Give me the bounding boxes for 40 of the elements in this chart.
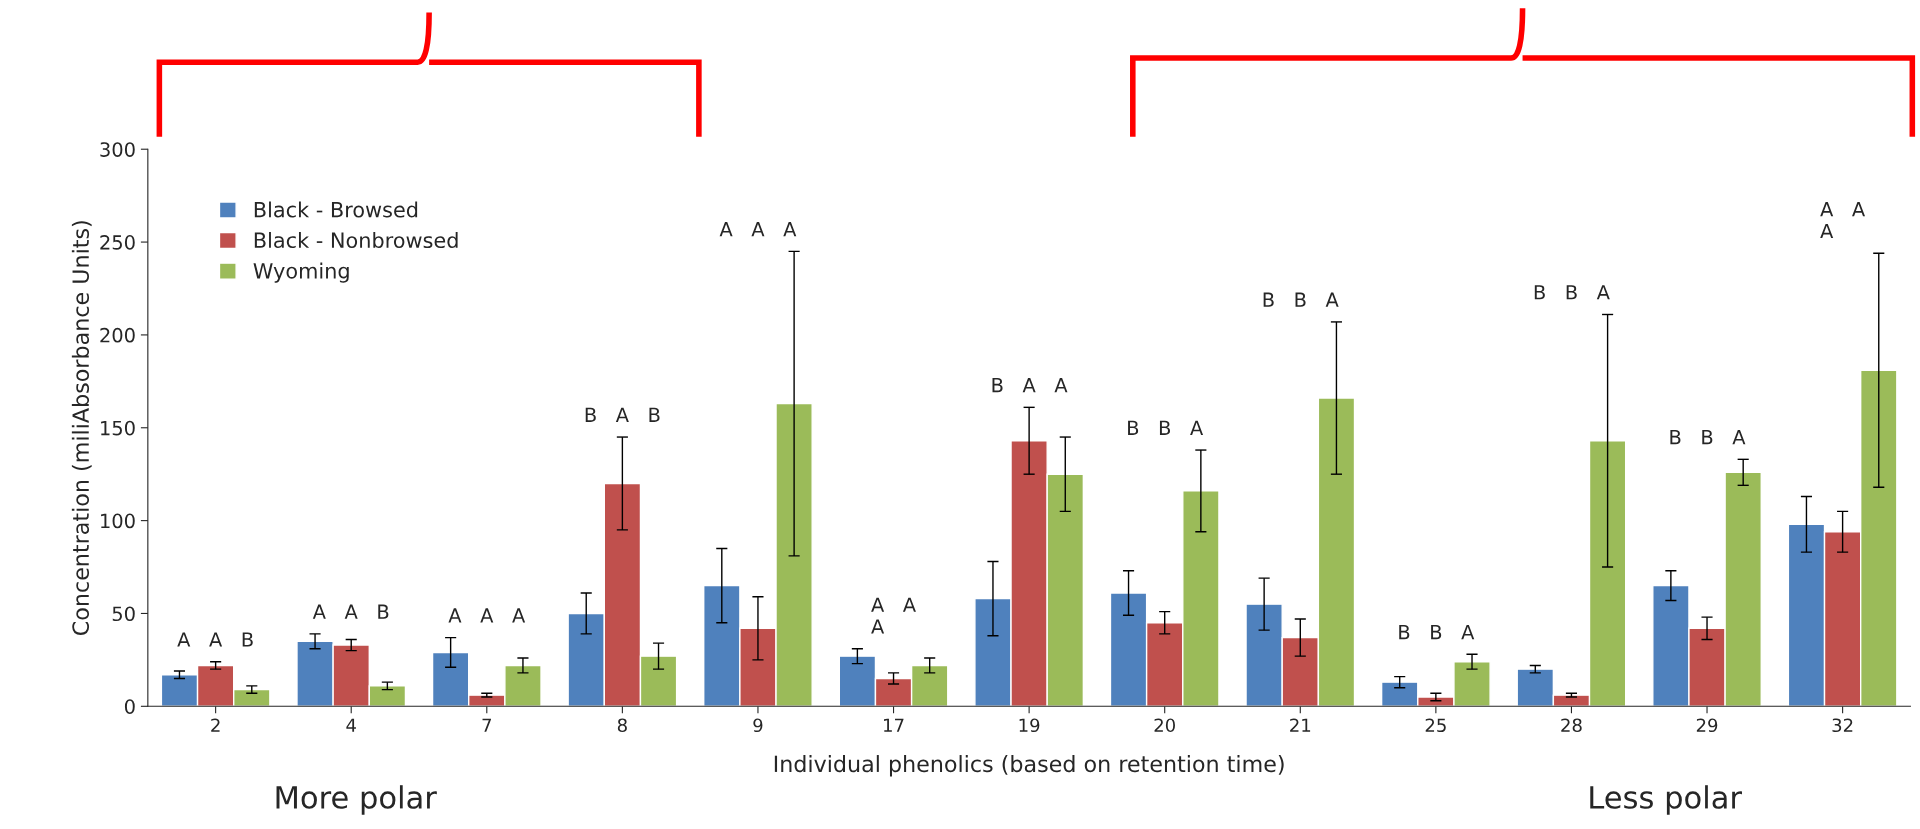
text: Less polar (1590, 785, 1742, 815)
y-axis-title: Concentration (miliAbsorbance Units) (71, 221, 92, 635)
annotation: A A A (448, 608, 526, 623)
x-tick-label: 21 (1290, 718, 1311, 732)
x-tick-label: 4 (346, 718, 356, 732)
y-tick-label: 150 (101, 420, 135, 436)
x-tick-label: 32 (1832, 718, 1853, 733)
y-tick-label: 0 (124, 699, 135, 714)
y-tick-label: 200 (100, 327, 135, 343)
x-tick-label: 29 (1696, 718, 1718, 733)
y-tick-label: 50 (112, 606, 135, 622)
legend-label: Black - Nonbrowsed (254, 231, 458, 249)
annotation: B A A (992, 378, 1068, 393)
annotation: B B A (1670, 430, 1746, 445)
x-tick-label: 9 (753, 718, 763, 733)
x-tick-label: 8 (617, 718, 627, 733)
x-tick-label: 2 (211, 718, 220, 732)
legend-label: Wyoming (253, 262, 349, 283)
x-tick-label: 19 (1019, 718, 1040, 733)
annotation: A A B (177, 632, 253, 647)
annotation: A A A (719, 222, 797, 237)
y-tick-label: 250 (100, 235, 135, 250)
x-tick-label: 17 (884, 718, 904, 732)
x-tick-label: 25 (1425, 718, 1446, 733)
annotation: A A A (1820, 202, 1866, 239)
y-tick-label: 100 (101, 513, 135, 529)
x-tick-label: 7 (482, 718, 491, 732)
annotation: B B A (1399, 624, 1475, 640)
annotation: A A B (312, 604, 389, 619)
legend-label: Black - Browsed (254, 201, 418, 218)
annotation: B B A (1263, 292, 1339, 307)
x-tick-label: 28 (1561, 718, 1582, 733)
annotation: B B A (1534, 285, 1610, 300)
y-tick-label: 300 (100, 142, 135, 157)
annotation: B B A (1128, 420, 1204, 435)
annotation: A A A (871, 597, 916, 634)
x-tick-label: 20 (1154, 718, 1175, 733)
annotation: B A B (585, 407, 660, 422)
text: More polar (276, 785, 437, 815)
x-axis-title: Individual phenolics (based on retention time) (774, 755, 1284, 777)
